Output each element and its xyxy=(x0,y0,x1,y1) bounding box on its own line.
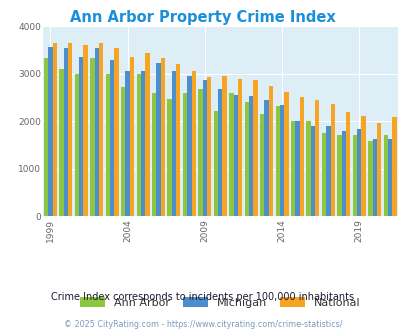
Bar xyxy=(337,135,341,216)
Bar xyxy=(290,121,294,216)
Bar xyxy=(207,77,211,216)
Bar xyxy=(202,80,207,216)
Bar xyxy=(171,71,176,216)
Bar xyxy=(391,117,396,216)
Bar xyxy=(176,64,180,216)
Bar xyxy=(367,141,372,216)
Bar xyxy=(275,106,279,216)
Bar xyxy=(94,48,98,216)
Bar xyxy=(48,47,52,216)
Bar xyxy=(217,89,222,216)
Bar xyxy=(110,60,114,216)
Bar xyxy=(321,133,325,216)
Bar xyxy=(341,131,345,216)
Bar xyxy=(284,92,288,216)
Bar xyxy=(352,135,356,216)
Text: Ann Arbor Property Crime Index: Ann Arbor Property Crime Index xyxy=(70,10,335,25)
Bar xyxy=(360,116,365,216)
Bar xyxy=(160,58,164,216)
Bar xyxy=(151,93,156,216)
Bar xyxy=(299,97,303,216)
Bar xyxy=(68,43,72,216)
Bar xyxy=(325,126,330,216)
Bar xyxy=(98,44,103,216)
Bar xyxy=(105,74,110,216)
Bar xyxy=(268,86,273,216)
Bar xyxy=(44,58,48,216)
Bar xyxy=(182,93,187,216)
Bar xyxy=(372,139,376,216)
Bar xyxy=(244,102,248,216)
Bar xyxy=(248,96,253,216)
Bar xyxy=(264,100,268,216)
Bar xyxy=(345,112,350,216)
Bar xyxy=(294,121,299,216)
Bar xyxy=(59,69,64,216)
Bar xyxy=(130,57,134,216)
Bar xyxy=(187,76,191,216)
Bar xyxy=(383,135,387,216)
Bar xyxy=(191,72,195,216)
Bar xyxy=(279,105,283,216)
Bar xyxy=(330,104,334,216)
Bar xyxy=(229,93,233,216)
Bar xyxy=(121,87,125,216)
Bar xyxy=(237,79,242,216)
Bar xyxy=(356,129,360,216)
Bar xyxy=(213,111,217,216)
Bar xyxy=(306,121,310,216)
Bar xyxy=(114,48,118,216)
Bar xyxy=(141,71,145,216)
Bar xyxy=(167,99,171,216)
Bar xyxy=(222,76,226,216)
Bar xyxy=(75,74,79,216)
Bar xyxy=(198,89,202,216)
Text: © 2025 CityRating.com - https://www.cityrating.com/crime-statistics/: © 2025 CityRating.com - https://www.city… xyxy=(64,320,341,329)
Bar xyxy=(156,63,160,216)
Bar xyxy=(376,123,380,216)
Bar xyxy=(387,139,391,216)
Bar xyxy=(125,71,130,216)
Bar xyxy=(90,58,94,216)
Text: Crime Index corresponds to incidents per 100,000 inhabitants: Crime Index corresponds to incidents per… xyxy=(51,292,354,302)
Bar xyxy=(260,114,264,216)
Legend: Ann Arbor, Michigan, National: Ann Arbor, Michigan, National xyxy=(77,294,362,311)
Bar xyxy=(253,81,257,216)
Bar xyxy=(145,53,149,216)
Bar xyxy=(310,125,314,216)
Bar xyxy=(136,74,141,216)
Bar xyxy=(233,95,237,216)
Bar xyxy=(314,100,319,216)
Bar xyxy=(64,48,68,216)
Bar xyxy=(83,45,87,216)
Bar xyxy=(79,57,83,216)
Bar xyxy=(52,44,57,216)
